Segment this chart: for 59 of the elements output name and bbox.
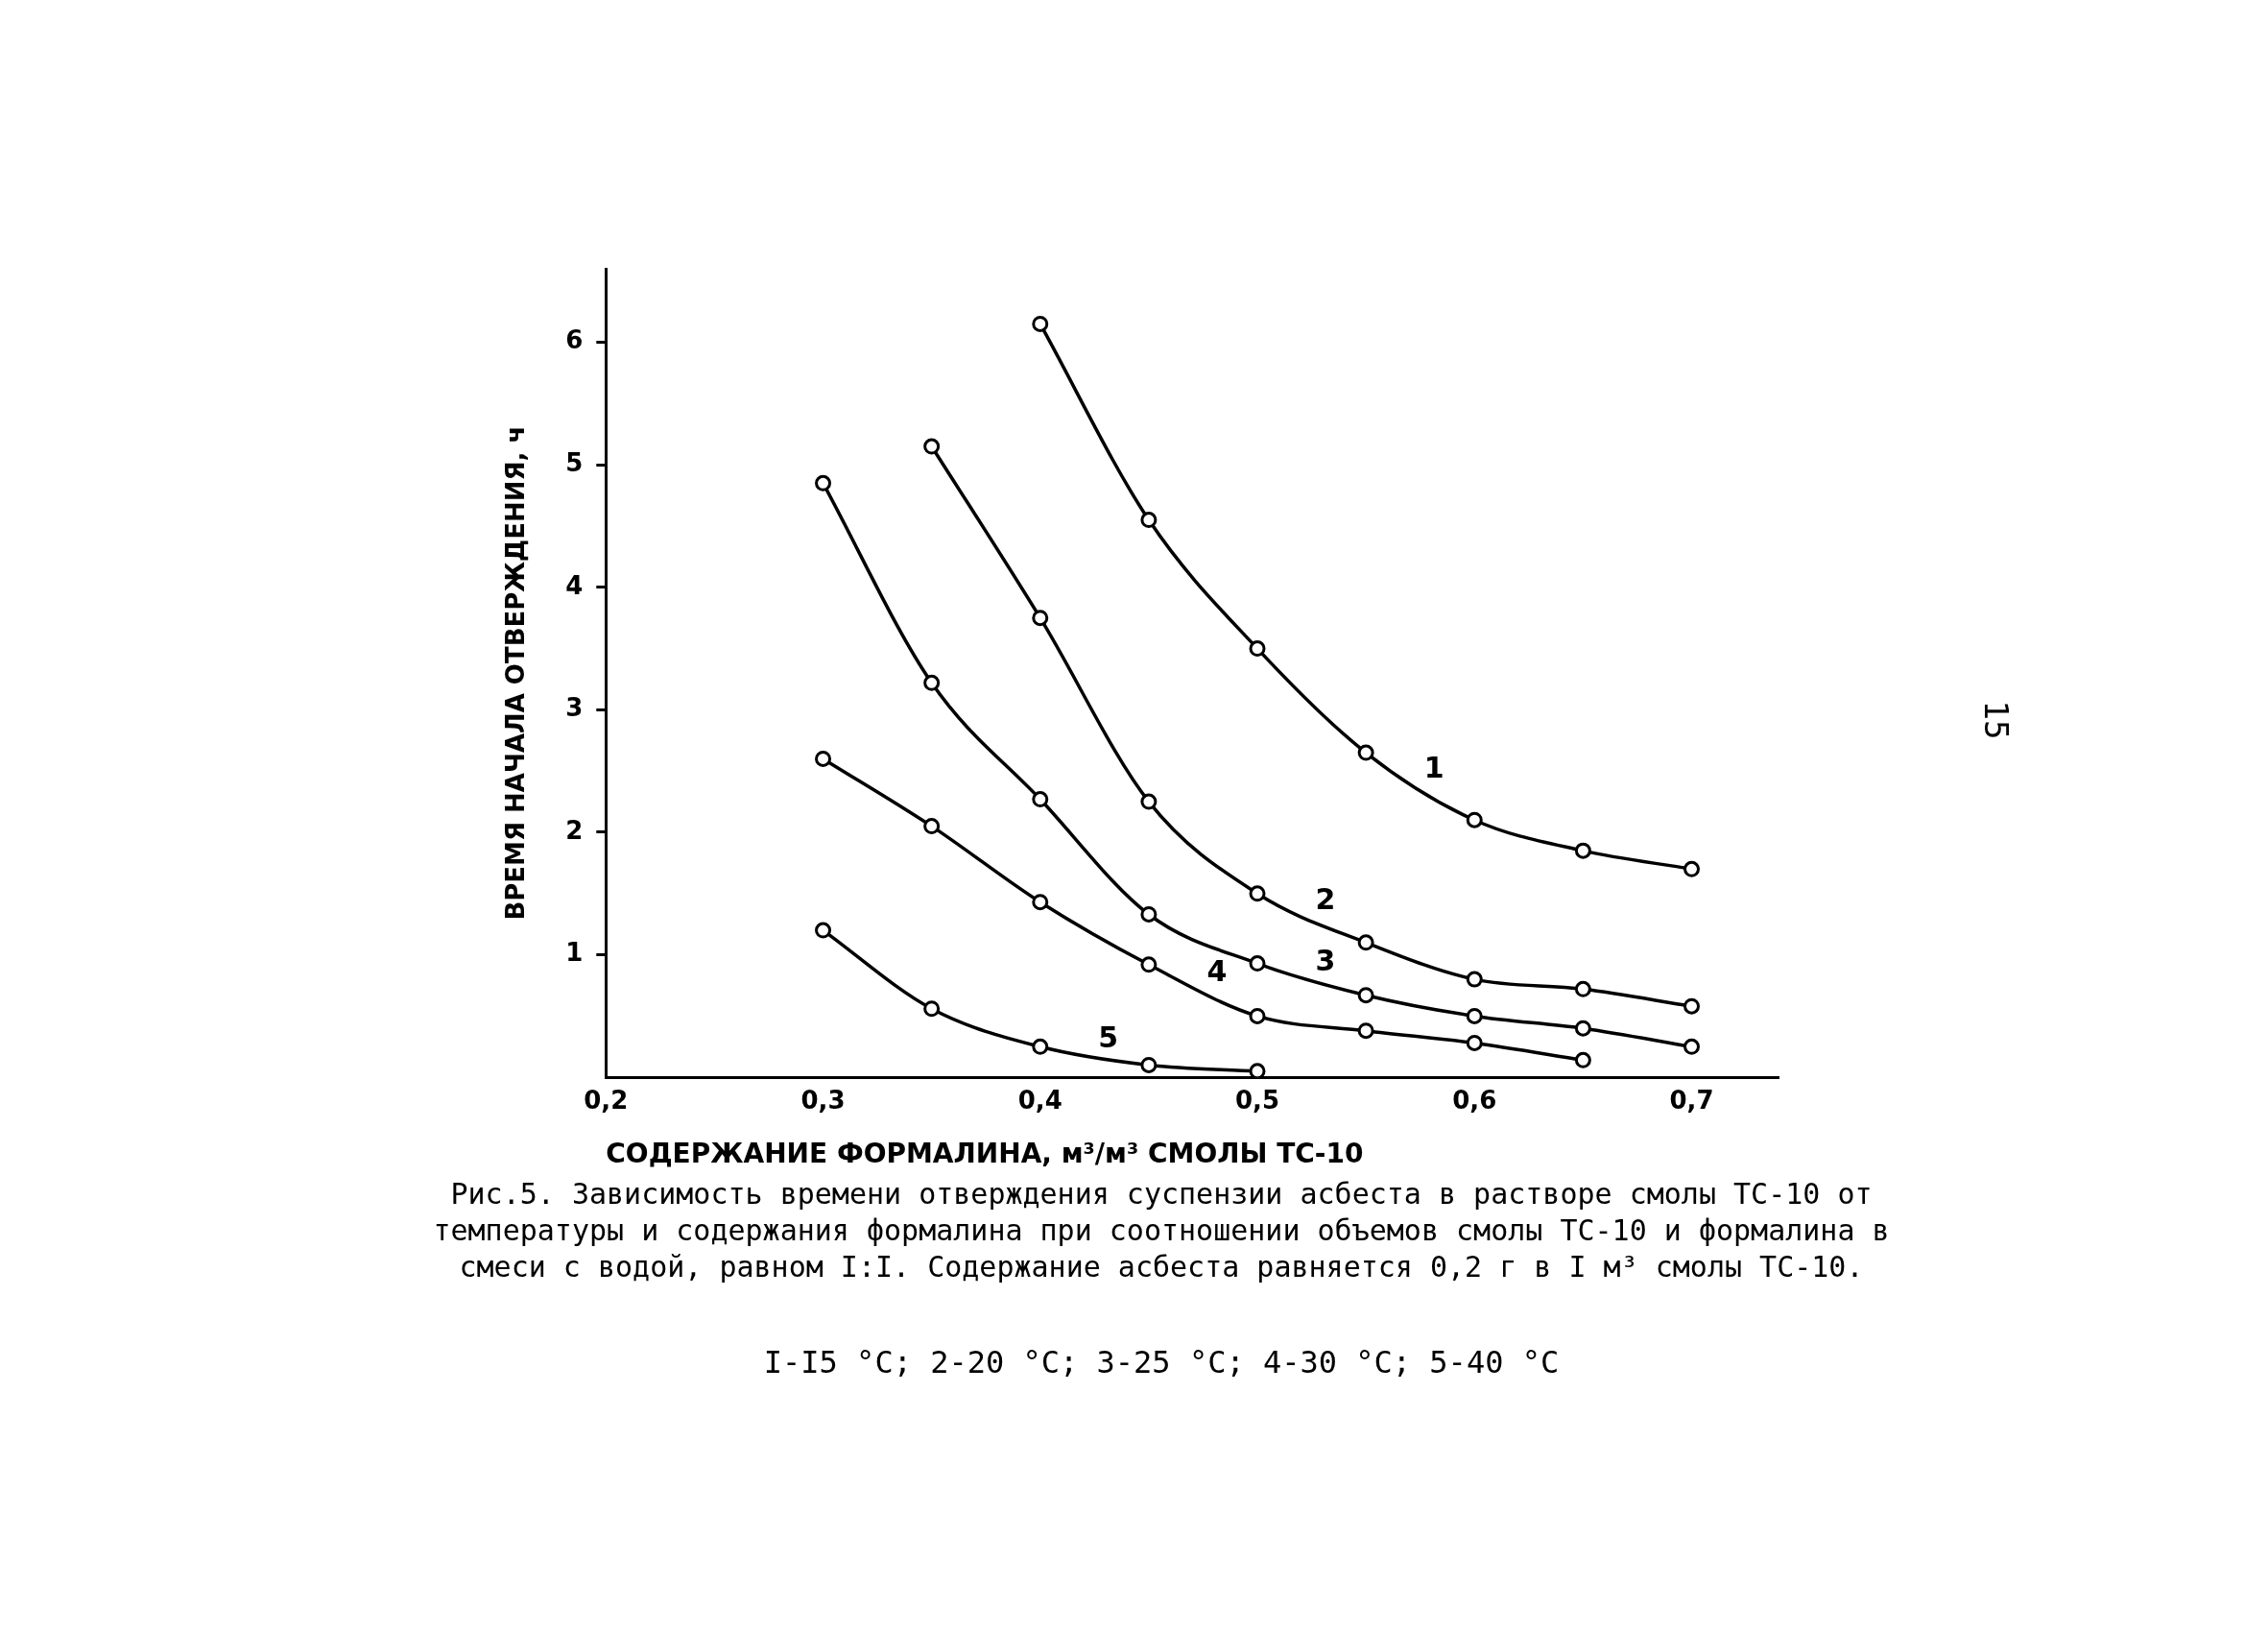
point (1357, 934, 1374, 951)
point (1032, 791, 1049, 808)
point (923, 818, 941, 835)
point (923, 438, 941, 455)
point (1683, 997, 1700, 1015)
point (1357, 987, 1374, 1004)
point (1140, 905, 1158, 923)
point (1032, 315, 1049, 332)
text: 15 (1977, 700, 2017, 740)
y-tick-label: 1 (565, 938, 584, 968)
point (1032, 894, 1049, 911)
point (1574, 842, 1591, 859)
x-tick-label: 0,7 (1669, 1085, 1714, 1115)
point (1683, 1038, 1700, 1055)
series-label: 3 (1315, 943, 1336, 977)
point (1140, 793, 1158, 810)
point (815, 750, 832, 767)
point (1032, 1038, 1049, 1055)
y-axis-title: ВРЕМЯ НАЧАЛА ОТВЕРЖДЕНИЯ, ч (501, 425, 531, 921)
point (1357, 744, 1374, 761)
point (1574, 980, 1591, 997)
point (1249, 640, 1266, 658)
series-label: 4 (1206, 954, 1228, 989)
point (815, 474, 832, 492)
y-tick-label: 6 (565, 325, 584, 355)
series-label: 5 (1098, 1020, 1119, 1054)
y-tick-label: 5 (565, 447, 584, 477)
series-label: 1 (1423, 750, 1444, 784)
point (1683, 860, 1700, 877)
point (1140, 1056, 1158, 1073)
x-tick-label: 0,4 (1017, 1085, 1062, 1115)
point (1574, 1051, 1591, 1068)
text: Рис.5. Зависимость времени отверждения суспензии асбеста в растворе смолы ТС-10 от температуры и содержания формалина при соотношении объемов смолы ТС-10 и формалина в смеси с водой, равном I:I. Содержание асбеста равняется 0,2 г в I м³ смолы ТС-10. (432, 1176, 1891, 1285)
point (1466, 811, 1483, 828)
point (1249, 955, 1266, 972)
point (1140, 956, 1158, 973)
point (1574, 1020, 1591, 1037)
point (1032, 610, 1049, 627)
point (1357, 1022, 1374, 1040)
series-label: 2 (1315, 882, 1336, 917)
text: I-I5 °C; 2-20 °C; 3-25 °C; 4-30 °C; 5-40 °C (762, 1344, 1561, 1380)
x-tick-label: 0,5 (1234, 1085, 1280, 1115)
point (1466, 1007, 1483, 1024)
point (1466, 1034, 1483, 1051)
point (1249, 885, 1266, 902)
point (1140, 512, 1158, 529)
y-tick-label: 2 (565, 815, 584, 845)
x-tick-label: 0,3 (800, 1085, 846, 1115)
y-tick-label: 3 (565, 693, 584, 723)
point (1466, 971, 1483, 988)
x-tick-label: 0,2 (584, 1085, 629, 1115)
point (923, 1000, 941, 1018)
x-tick-label: 0,6 (1452, 1085, 1497, 1115)
x-axis-title: СОДЕРЖАНИЕ ФОРМАЛИНА, м³/м³ СМОЛЫ ТС-10 (606, 1138, 1364, 1170)
point (815, 922, 832, 939)
point (1249, 1007, 1266, 1024)
point (923, 674, 941, 691)
point (1249, 1063, 1266, 1078)
y-tick-label: 4 (565, 570, 584, 600)
